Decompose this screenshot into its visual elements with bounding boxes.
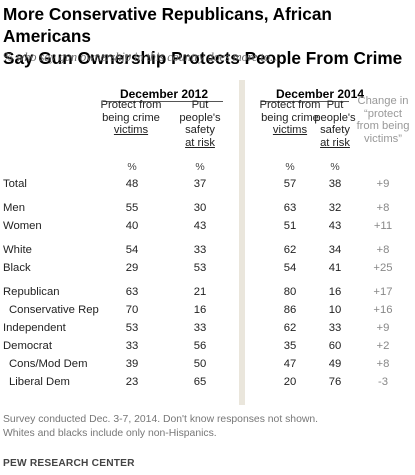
table-row: Republican 63 21 80 16 +17: [0, 284, 415, 301]
cell-p14: 47: [283, 358, 297, 370]
cell-chg: +17: [373, 286, 393, 298]
cell-p12: 63: [125, 286, 139, 298]
cell-r14: 43: [328, 220, 342, 232]
cell-p12: 29: [125, 262, 139, 274]
cell-r12: 33: [193, 322, 207, 334]
cell-r12: 53: [193, 262, 207, 274]
source-label: PEW RESEARCH CENTER: [3, 458, 135, 469]
cell-chg: +2: [376, 340, 390, 352]
table-row: Liberal Dem 23 65 20 76 -3: [0, 374, 415, 391]
cell-r12: 65: [193, 376, 207, 388]
cell-chg: +9: [376, 178, 390, 190]
cell-p14: 80: [283, 286, 297, 298]
row-label: Total: [3, 178, 27, 190]
row-label: Women: [3, 220, 42, 232]
cell-r12: 30: [193, 202, 207, 214]
period-2012-rule: [103, 101, 223, 102]
row-label: Men: [3, 202, 25, 214]
table-row: Black 29 53 54 41 +25: [0, 260, 415, 277]
cell-r12: 16: [193, 304, 207, 316]
row-label: Black: [3, 262, 31, 274]
cell-p12: 33: [125, 340, 139, 352]
cell-r12: 56: [193, 340, 207, 352]
title-line-2: Say Gun Ownership Protects People From C…: [3, 48, 403, 68]
pct-label: %: [330, 161, 340, 173]
cell-p12: 70: [125, 304, 139, 316]
cell-p14: 63: [283, 202, 297, 214]
cell-p12: 55: [125, 202, 139, 214]
cell-r14: 33: [328, 322, 342, 334]
cell-r14: 34: [328, 244, 342, 256]
table-row: Independent 53 33 62 33 +9: [0, 320, 415, 337]
row-label: White: [3, 244, 32, 256]
cell-r12: 37: [193, 178, 207, 190]
footnote: Survey conducted Dec. 3-7, 2014. Don't k…: [3, 414, 319, 439]
table-row: Men 55 30 63 32 +8: [0, 200, 415, 217]
header-change: Change in “protect from being victims”: [356, 95, 410, 145]
cell-r14: 76: [328, 376, 342, 388]
header-protect-2012: Protect from being crime victims: [100, 99, 162, 136]
cell-p12: 54: [125, 244, 139, 256]
period-2012: December 2012: [119, 87, 209, 101]
cell-r12: 33: [193, 244, 207, 256]
cell-chg: +25: [373, 262, 393, 274]
header-risk-2012: Put people's safety at risk: [179, 99, 221, 149]
page-title: More Conservative Republicans, African A…: [3, 3, 413, 69]
pct-label: %: [127, 161, 137, 173]
period-2014-rule: [261, 101, 349, 102]
row-label: Democrat: [3, 340, 52, 352]
pct-label: %: [285, 161, 295, 173]
cell-p12: 23: [125, 376, 139, 388]
cell-r12: 21: [193, 286, 207, 298]
header-risk-2014: Put people's safety at risk: [314, 99, 356, 149]
cell-p14: 62: [283, 244, 297, 256]
table-row: Total 48 37 57 38 +9: [0, 176, 415, 193]
cell-r14: 38: [328, 178, 342, 190]
title-line-1: More Conservative Republicans, African A…: [3, 4, 332, 46]
pct-label: %: [195, 161, 205, 173]
cell-r14: 41: [328, 262, 342, 274]
row-label: Independent: [3, 322, 66, 334]
cell-chg: +11: [373, 220, 393, 232]
table-row: Cons/Mod Dem 39 50 47 49 +8: [0, 356, 415, 373]
cell-r14: 49: [328, 358, 342, 370]
row-label: Liberal Dem: [9, 376, 70, 388]
cell-p12: 39: [125, 358, 139, 370]
subtitle: % who say gun ownership in this country …: [3, 50, 280, 64]
column-divider: [239, 80, 245, 405]
header-protect-2014: Protect from being crime victims: [259, 99, 321, 136]
cell-r14: 16: [328, 286, 342, 298]
cell-p12: 48: [125, 178, 139, 190]
cell-r14: 32: [328, 202, 342, 214]
table-row: Conservative Rep 70 16 86 10 +16: [0, 302, 415, 319]
table-row: Democrat 33 56 35 60 +2: [0, 338, 415, 355]
cell-chg: +8: [376, 358, 390, 370]
row-label: Conservative Rep: [9, 304, 99, 316]
cell-chg: -3: [377, 376, 389, 388]
cell-r12: 43: [193, 220, 207, 232]
cell-r14: 60: [328, 340, 342, 352]
cell-p14: 62: [283, 322, 297, 334]
row-label: Republican: [3, 286, 60, 298]
cell-chg: +8: [376, 244, 390, 256]
cell-p14: 86: [283, 304, 297, 316]
cell-p14: 54: [283, 262, 297, 274]
cell-p14: 20: [283, 376, 297, 388]
table-row: White 54 33 62 34 +8: [0, 242, 415, 259]
cell-p12: 53: [125, 322, 139, 334]
cell-p12: 40: [125, 220, 139, 232]
period-2014: December 2014: [275, 87, 365, 101]
cell-r14: 10: [328, 304, 342, 316]
cell-p14: 51: [283, 220, 297, 232]
row-label: Cons/Mod Dem: [9, 358, 88, 370]
cell-chg: +8: [376, 202, 390, 214]
cell-p14: 35: [283, 340, 297, 352]
cell-r12: 50: [193, 358, 207, 370]
cell-chg: +16: [373, 304, 393, 316]
cell-p14: 57: [283, 178, 297, 190]
cell-chg: +9: [376, 322, 390, 334]
table-row: Women 40 43 51 43 +11: [0, 218, 415, 235]
